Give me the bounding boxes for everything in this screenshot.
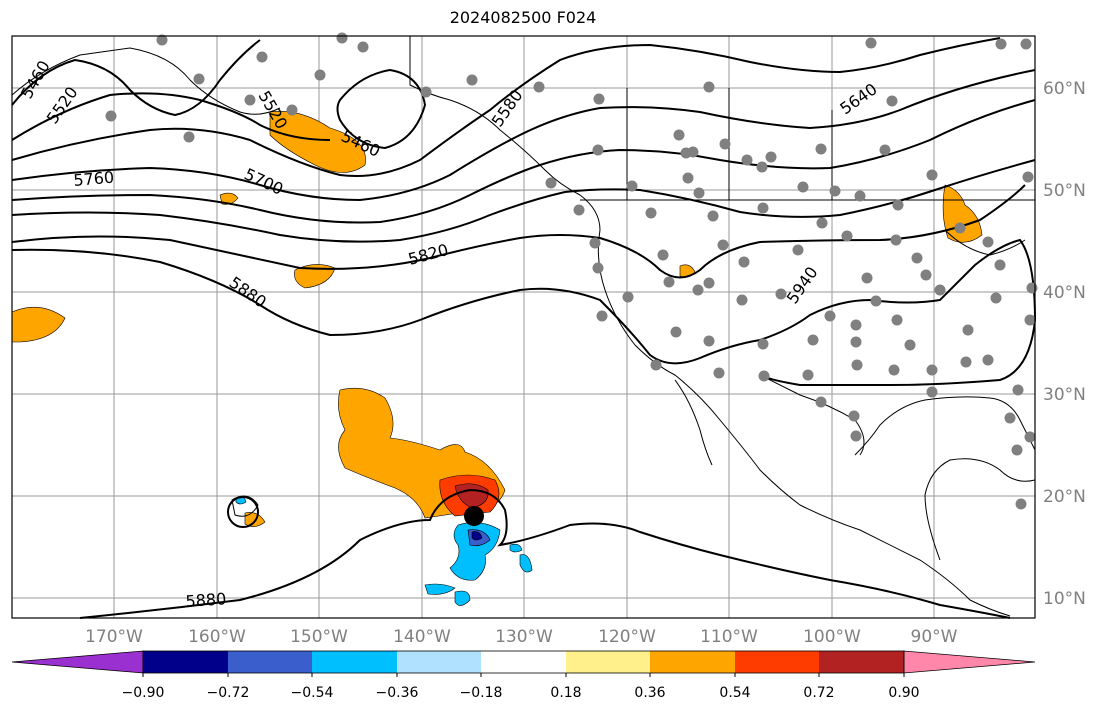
lat-label: 40°N: [1043, 283, 1086, 303]
lon-label: 170°W: [85, 627, 143, 647]
colorbar-extend-low: [11, 650, 144, 674]
shaded-fields: [11, 111, 983, 606]
colorbar-segment: [312, 651, 397, 673]
colorbar-tick-label: 0.72: [803, 685, 834, 701]
lon-label: 150°W: [290, 627, 348, 647]
colorbar-tick-label: 0.90: [888, 685, 919, 701]
colorbar-tick-label: 0.18: [550, 685, 581, 701]
contour-label: 5880: [185, 589, 227, 611]
lon-label: 90°W: [911, 627, 958, 647]
lat-label: 10°N: [1043, 589, 1086, 609]
map-frame: [11, 35, 1036, 619]
colorbar-tick-labels: −0.90 −0.72 −0.54 −0.36 −0.18 0.18 0.36 …: [122, 685, 920, 701]
colorbar-tick-label: −0.54: [291, 685, 334, 701]
lon-label: 130°W: [495, 627, 553, 647]
map-title: 2024082500 F024: [449, 8, 597, 27]
colorbar-tick-label: −0.90: [122, 685, 165, 701]
colorbar-segment: [650, 651, 735, 673]
colorbar-segment: [481, 651, 566, 673]
colorbar-tick-label: 0.36: [634, 685, 665, 701]
lon-label: 140°W: [393, 627, 451, 647]
colorbar-segment: [143, 651, 228, 673]
lon-label: 100°W: [803, 627, 861, 647]
height-contours: [11, 37, 1037, 619]
lon-label: 110°W: [700, 627, 758, 647]
colorbar-tick-label: −0.18: [460, 685, 503, 701]
lon-label: 160°W: [188, 627, 246, 647]
colorbar-segment: [397, 651, 481, 673]
lat-label: 20°N: [1043, 487, 1086, 507]
station-markers: [105, 32, 1038, 510]
colorbar-segment: [228, 651, 312, 673]
colorbar-frame: [142, 650, 905, 674]
lat-label: 50°N: [1043, 181, 1086, 201]
lat-label: 30°N: [1043, 385, 1086, 405]
colorbar: [11, 650, 1036, 677]
colorbar-tick-label: 0.54: [719, 685, 750, 701]
colorbar-tick-label: −0.72: [207, 685, 250, 701]
colorbar-segment: [735, 651, 819, 673]
latitude-labels: 60°N 50°N 40°N 30°N 20°N 10°N: [1043, 79, 1086, 609]
colorbar-segment: [819, 651, 904, 673]
colorbar-extend-high: [903, 650, 1036, 674]
contour-label: 5760: [73, 168, 115, 190]
colorbar-tick-label: −0.36: [376, 685, 419, 701]
longitude-labels: 170°W 160°W 150°W 140°W 130°W 120°W 110°…: [85, 627, 958, 647]
lat-label: 60°N: [1043, 79, 1086, 99]
lon-label: 120°W: [598, 627, 656, 647]
cyclone-center-marker: [464, 506, 484, 526]
colorbar-segment: [566, 651, 650, 673]
